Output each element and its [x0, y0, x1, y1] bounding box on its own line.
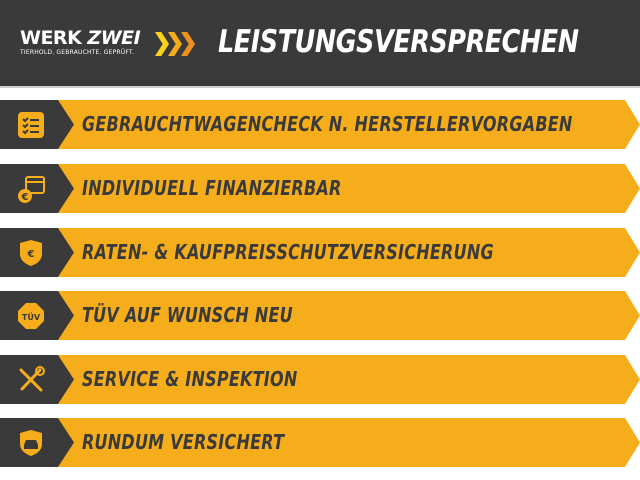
list-item: € INDIVIDUELL FINANZIERBAR — [0, 164, 640, 213]
checklist-icon — [18, 112, 44, 138]
item-label: SERVICE & INSPEKTION — [82, 367, 298, 391]
logo: WERK ZWEI TIERHOLD. GEBRAUCHTE. GEPRÜFT. — [20, 27, 141, 56]
header: WERK ZWEI TIERHOLD. GEBRAUCHTE. GEPRÜFT.… — [0, 0, 640, 88]
list-item: SERVICE & INSPEKTION — [0, 355, 640, 404]
list-item: RUNDUM VERSICHERT — [0, 418, 640, 467]
list-item: TÜV TÜV AUF WUNSCH NEU — [0, 291, 640, 340]
item-label: INDIVIDUELL FINANZIERBAR — [82, 176, 342, 200]
page-title: LEISTUNGSVERSPRECHEN — [218, 24, 579, 60]
list-item: GEBRAUCHTWAGENCHECK N. HERSTELLERVORGABE… — [0, 100, 640, 149]
item-label: TÜV AUF WUNSCH NEU — [82, 303, 293, 327]
svg-text:€: € — [27, 249, 35, 260]
calendar-euro-icon: € — [18, 176, 45, 203]
svg-text:€: € — [21, 192, 29, 203]
list-item: € RATEN- & KAUFPREISSCHUTZVERSICHERUNG — [0, 228, 640, 277]
logo-zwei: ZWEI — [87, 27, 141, 49]
tuv-badge-icon: TÜV — [18, 303, 44, 329]
shield-car-icon — [20, 430, 42, 456]
item-label: RUNDUM VERSICHERT — [82, 430, 285, 454]
logo-werk: WERK — [20, 27, 82, 49]
shield-euro-icon: € — [20, 240, 42, 266]
item-label: GEBRAUCHTWAGENCHECK N. HERSTELLERVORGABE… — [82, 112, 573, 136]
tools-icon — [19, 366, 45, 392]
chevrons-icon — [155, 32, 195, 56]
item-label: RATEN- & KAUFPREISSCHUTZVERSICHERUNG — [82, 240, 494, 264]
svg-text:TÜV: TÜV — [22, 312, 41, 322]
logo-tagline: TIERHOLD. GEBRAUCHTE. GEPRÜFT. — [20, 49, 135, 56]
